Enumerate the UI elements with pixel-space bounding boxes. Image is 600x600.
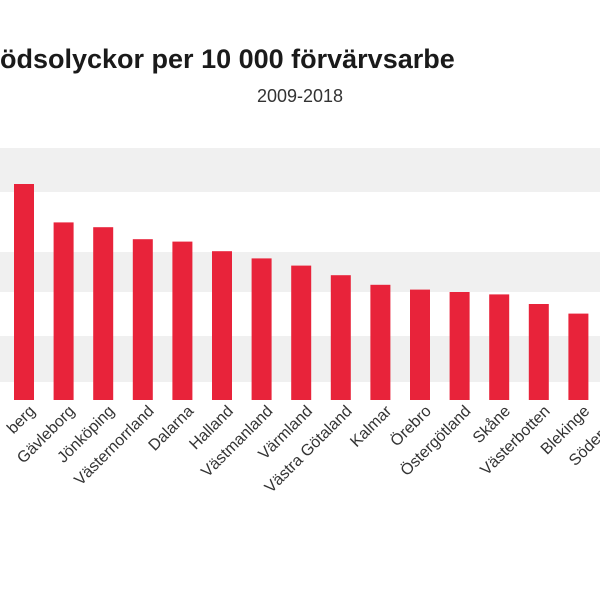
- bar-2: [93, 227, 114, 400]
- bar-7: [291, 265, 312, 400]
- bar-0: [14, 184, 34, 400]
- bar-14: [568, 313, 589, 400]
- grid-band: [0, 148, 600, 192]
- bar-11: [449, 292, 470, 400]
- bar-12: [489, 294, 510, 400]
- bar-6: [251, 258, 272, 400]
- bar-4: [172, 241, 193, 400]
- bar-5: [212, 251, 232, 400]
- chart-subtitle: 2009-2018: [256, 86, 344, 106]
- bar-8: [330, 275, 351, 400]
- x-tick-label-9: Kalmar: [347, 402, 395, 450]
- bar-9: [370, 284, 391, 400]
- bar-3: [132, 239, 153, 400]
- x-tick-label-4: Dalarna: [146, 403, 198, 455]
- x-tick-label-0: berg: [4, 403, 39, 438]
- bar-13: [528, 304, 549, 400]
- bar-10: [410, 289, 430, 400]
- bar-1: [53, 222, 74, 400]
- bars: [14, 184, 589, 400]
- chart-title: ödsolyckor per 10 000 förvärvsarbe: [0, 44, 455, 74]
- x-tick-labels: bergGävleborgJönköpingVästernorrlandDala…: [4, 402, 600, 497]
